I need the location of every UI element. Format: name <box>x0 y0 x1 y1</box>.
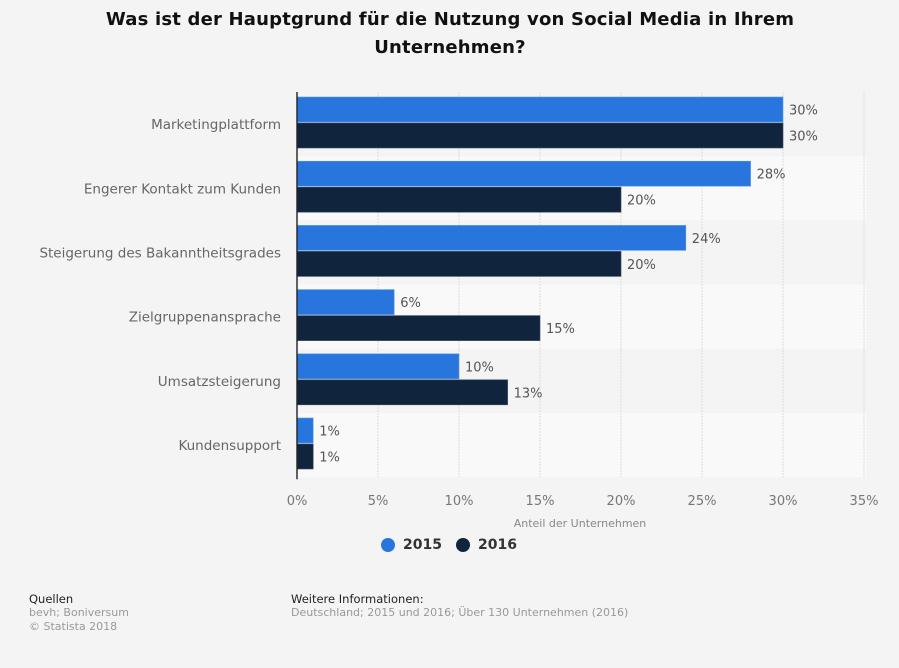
sources-text: bevh; Boniversum <box>29 606 129 619</box>
bar-2016-5 <box>296 443 314 470</box>
sources-block: Quellen bevh; Boniversum © Statista 2018 <box>29 592 129 634</box>
legend-label-2016: 2016 <box>477 537 517 553</box>
info-block: Weitere Informationen: Deutschland; 2015… <box>291 592 628 620</box>
x-tick-label: 0% <box>287 494 308 509</box>
bar-2015-4 <box>296 353 460 380</box>
category-label: Kundensupport <box>178 438 281 454</box>
legend-label-2015: 2015 <box>403 537 442 553</box>
bar-2016-3 <box>296 315 541 341</box>
info-heading: Weitere Informationen: <box>291 592 424 606</box>
x-tick-label: 10% <box>445 494 474 509</box>
legend: 2015 2016 <box>381 537 531 553</box>
bar-2015-3 <box>296 289 395 315</box>
category-label: Marketingplattform <box>151 117 281 133</box>
data-label-2015-3: 6% <box>400 296 421 311</box>
legend-marker-2015 <box>381 538 395 552</box>
legend-marker-2016 <box>455 538 470 552</box>
row-band <box>297 413 866 478</box>
bar-2015-0 <box>296 96 784 123</box>
data-label-2016-4: 13% <box>514 386 543 401</box>
bar-2016-4 <box>296 379 508 406</box>
x-tick-label: 20% <box>607 494 636 509</box>
data-label-2015-5: 1% <box>319 425 340 440</box>
data-label-2016-0: 30% <box>789 130 818 145</box>
legend-item-2015[interactable]: 2015 <box>381 537 442 553</box>
data-label-2016-3: 15% <box>546 322 575 337</box>
bar-2016-2 <box>296 251 622 277</box>
data-label-2015-1: 28% <box>757 168 786 183</box>
bar-2015-5 <box>296 417 314 444</box>
x-tick-label: 30% <box>769 494 798 509</box>
x-axis-title: Anteil der Unternehmen <box>514 517 647 530</box>
data-label-2015-0: 30% <box>789 104 818 119</box>
chart-title: Was ist der Hauptgrund für die Nutzung v… <box>105 9 795 58</box>
x-tick-label: 25% <box>688 494 717 509</box>
bar-2016-0 <box>296 122 784 149</box>
category-label: Steigerung des Bakanntheitsgrades <box>39 246 281 262</box>
bar-2015-1 <box>296 160 751 187</box>
category-label: Umsatzsteigerung <box>158 374 281 390</box>
data-label-2015-4: 10% <box>465 360 494 375</box>
data-label-2015-2: 24% <box>692 232 721 247</box>
info-text: Deutschland; 2015 und 2016; Über 130 Unt… <box>291 606 629 619</box>
x-tick-label: 5% <box>368 494 389 509</box>
x-tick-label: 15% <box>526 494 555 509</box>
bar-2015-2 <box>296 225 687 251</box>
copyright: © Statista 2018 <box>29 620 118 633</box>
category-label: Zielgruppenansprache <box>129 310 281 326</box>
category-label: Engerer Kontakt zum Kunden <box>84 181 281 197</box>
bar-2016-1 <box>296 186 622 213</box>
x-tick-label: 35% <box>850 494 879 509</box>
sources-heading: Quellen <box>29 592 74 606</box>
data-label-2016-1: 20% <box>627 194 656 209</box>
legend-item-2016[interactable]: 2016 <box>455 537 517 553</box>
data-label-2016-2: 20% <box>627 258 656 273</box>
data-label-2016-5: 1% <box>319 451 340 466</box>
bar-chart: 30% 30% Marketingplattform 28% 20% Engerer Ko… <box>39 92 879 530</box>
